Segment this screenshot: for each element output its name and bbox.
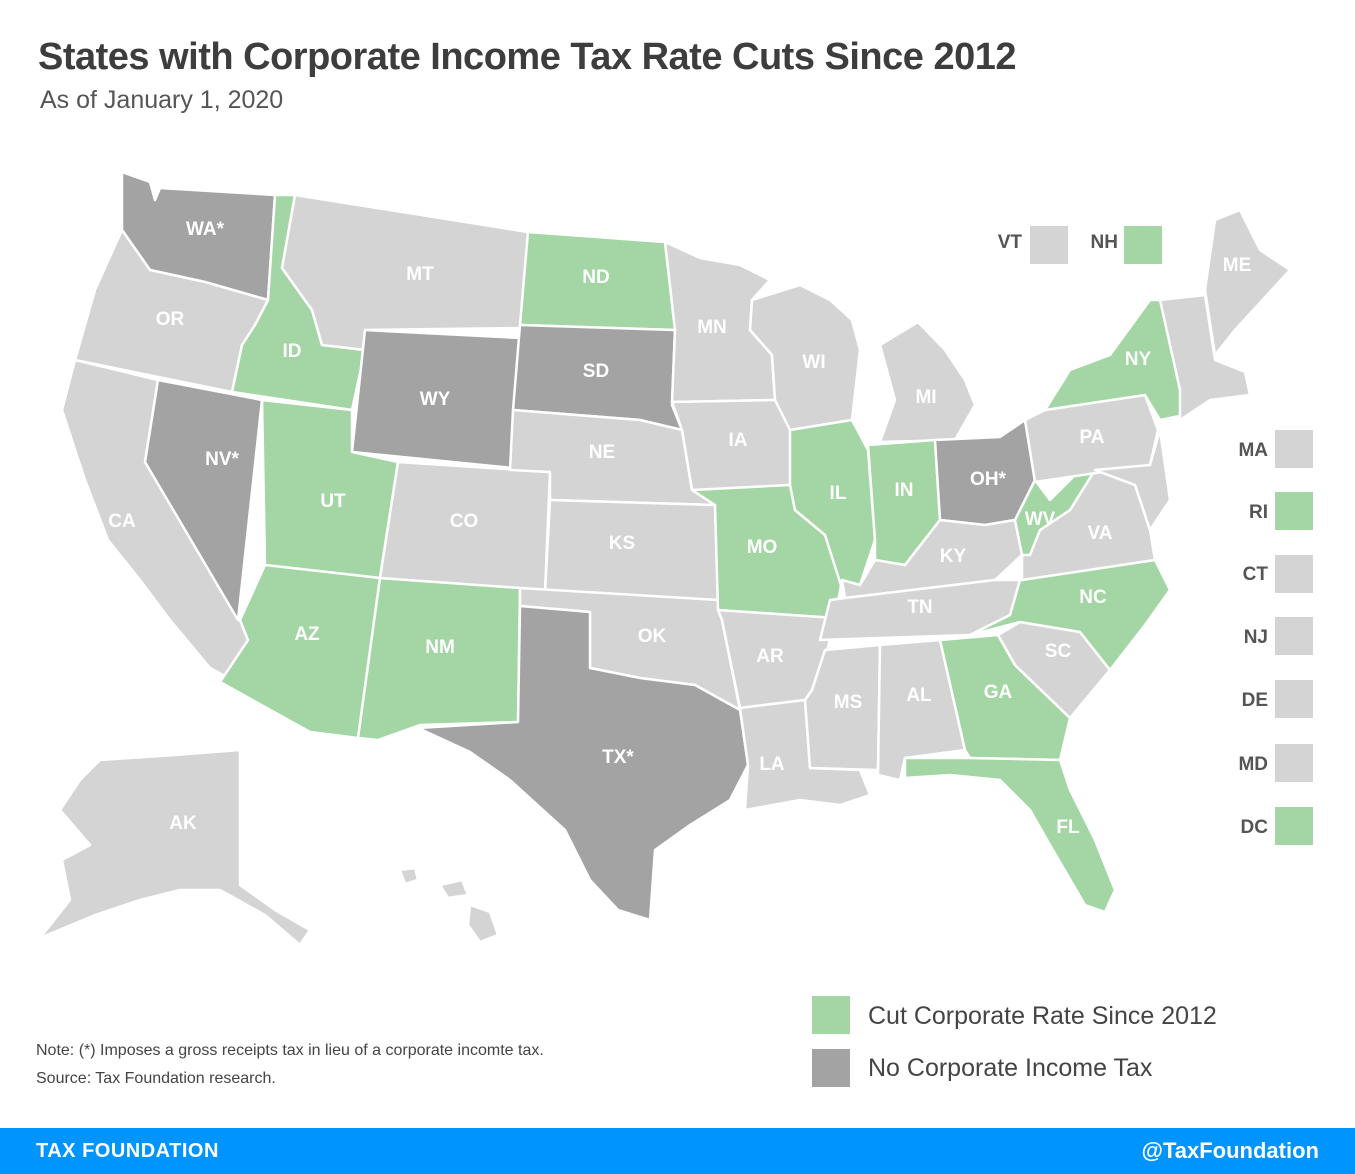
small-state-label: RI [1249,502,1268,523]
state-label-ok: OK [638,626,667,647]
state-label-co: CO [450,511,479,532]
state-wv [1013,468,1097,557]
small-state-label: DC [1240,817,1268,838]
state-label-or: OR [156,309,185,330]
state-az [218,563,382,740]
state-ak [38,748,312,947]
footer-bar: TAX FOUNDATION @TaxFoundation [0,1128,1355,1174]
state-nm [356,576,522,742]
state-label-mt: MT [406,264,434,285]
legend-label: No Corporate Income Tax [868,1054,1153,1082]
state-label-nm: NM [425,637,455,658]
state-label-ca: CA [108,511,136,532]
state-label-wa: WA* [186,219,225,240]
state-fl [903,756,1117,914]
state-label-tn: TN [907,597,932,618]
state-label-ar: AR [756,646,784,667]
state-label-nv: NV* [205,449,239,470]
small-state-swatch [1275,617,1313,655]
small-state-label: DE [1241,690,1268,711]
small-state-swatch [1030,226,1068,264]
state-mt [280,193,530,352]
state-label-mn: MN [697,317,727,338]
state-label-la: LA [759,754,785,775]
footer-handle[interactable]: @TaxFoundation [1141,1138,1319,1163]
small-state-label: CT [1242,564,1268,585]
legend-swatch [812,996,850,1034]
state-label-sd: SD [583,361,609,382]
state-label-ak: AK [169,813,197,834]
source-note: Source: Tax Foundation research. [36,1070,276,1087]
state-label-ut: UT [320,491,346,512]
state-label-hi: HI [415,910,434,931]
map-title: States with Corporate Income Tax Rate Cu… [38,36,1017,78]
small-state-swatch [1275,555,1313,593]
state-label-me: ME [1223,255,1252,276]
footer-brand[interactable]: TAX FOUNDATION [36,1140,219,1162]
state-label-id: ID [283,341,302,362]
state-label-ne: NE [589,442,615,463]
state-label-sc: SC [1045,641,1072,662]
state-me [1203,208,1292,357]
state-label-wv: WV [1025,509,1056,530]
legend-swatch [812,1049,850,1087]
small-state-label: MD [1238,754,1268,775]
small-state-swatch [1275,744,1313,782]
state-label-nc: NC [1079,587,1107,608]
state-label-al: AL [906,685,932,706]
small-state-swatch [1275,680,1313,718]
state-label-pa: PA [1080,427,1105,448]
state-nv [143,378,264,622]
small-state-label: VT [997,232,1022,253]
state-label-ga: GA [984,682,1013,703]
state-label-az: AZ [294,624,320,645]
state-label-ia: IA [729,430,748,451]
state-label-ky: KY [940,546,967,567]
state-label-ny: NY [1125,349,1152,370]
state-label-mi: MI [915,387,936,408]
state-label-wy: WY [420,389,451,410]
map-subtitle: As of January 1, 2020 [40,86,284,114]
state-label-tx: TX* [602,747,634,768]
state-label-fl: FL [1056,817,1080,838]
small-state-label: MA [1238,440,1268,461]
state-label-nd: ND [582,267,609,288]
state-label-wi: WI [802,352,825,373]
state-mi [878,320,977,444]
small-state-label: NJ [1243,627,1268,648]
state-tx [416,604,750,922]
small-state-swatch [1275,430,1313,468]
legend-label: Cut Corporate Rate Since 2012 [868,1002,1217,1030]
state-label-ms: MS [834,692,863,713]
small-state-label: NH [1090,232,1118,253]
state-label-mo: MO [747,537,778,558]
footnote: Note: (*) Imposes a gross receipts tax i… [36,1042,544,1059]
state-label-oh: OH* [970,469,1007,490]
state-hi [398,866,500,944]
state-label-il: IL [830,483,847,504]
state-label-ks: KS [609,533,635,554]
small-state-swatch [1124,226,1162,264]
state-label-in: IN [895,480,914,501]
state-label-va: VA [1088,523,1113,544]
small-state-swatch [1275,492,1313,530]
small-state-swatch [1275,807,1313,845]
